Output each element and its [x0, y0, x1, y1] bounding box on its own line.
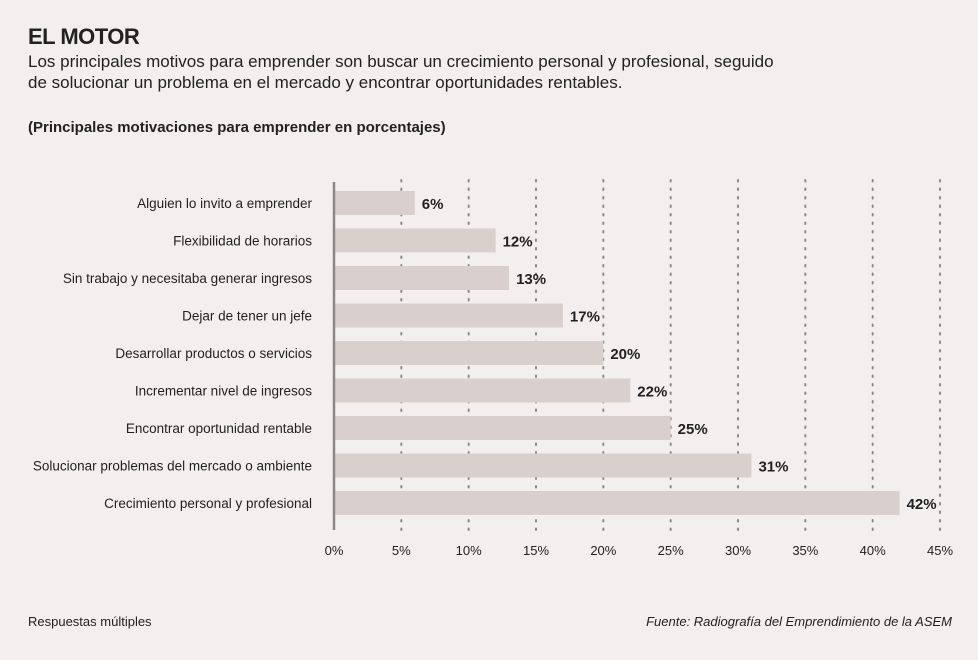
subtitle: Los principales motivos para emprender s… — [28, 52, 774, 92]
x-tick-label: 5% — [392, 543, 411, 558]
x-tick-label: 40% — [860, 543, 886, 558]
category-label: Sin trabajo y necesitaba generar ingreso… — [63, 271, 312, 286]
category-label: Encontrar oportunidad rentable — [126, 421, 312, 436]
bar — [334, 453, 752, 478]
bar — [334, 416, 671, 440]
bar — [334, 341, 604, 365]
data-label: 13% — [516, 271, 546, 288]
source: Fuente: Radiografía del Emprendimiento d… — [646, 614, 952, 629]
category-label: Dejar de tener un jefe — [182, 309, 312, 324]
category-label: Desarrollar productos o servicios — [115, 346, 312, 361]
bar — [334, 303, 563, 328]
bar — [334, 191, 415, 215]
title: EL MOTOR — [28, 24, 140, 49]
category-label: Incrementar nivel de ingresos — [135, 384, 312, 399]
data-label: 6% — [422, 196, 444, 213]
data-label: 22% — [637, 384, 667, 401]
bar — [334, 491, 900, 515]
x-tick-label: 20% — [590, 543, 616, 558]
category-label: Flexibilidad de horarios — [173, 234, 312, 249]
x-tick-label: 10% — [456, 543, 482, 558]
x-tick-label: 30% — [725, 543, 751, 558]
x-tick-label: 15% — [523, 543, 549, 558]
data-label: 17% — [570, 309, 600, 326]
data-label: 25% — [678, 421, 708, 438]
x-tick-label: 45% — [927, 543, 953, 558]
category-label: Solucionar problemas del mercado o ambie… — [33, 459, 312, 474]
data-label: 12% — [503, 234, 533, 251]
category-label: Alguien lo invito a emprender — [137, 196, 312, 211]
x-tick-label: 0% — [325, 543, 344, 558]
data-label: 42% — [907, 496, 937, 513]
footnote: Respuestas múltiples — [28, 614, 152, 629]
x-tick-label: 25% — [658, 543, 684, 558]
data-label: 31% — [758, 459, 788, 476]
category-label: Crecimiento personal y profesional — [104, 496, 312, 511]
data-label: 20% — [610, 346, 640, 363]
x-tick-label: 35% — [792, 543, 818, 558]
bar — [334, 266, 510, 290]
bar — [334, 228, 496, 253]
chart-title: (Principales motivaciones para emprender… — [28, 119, 446, 136]
bar — [334, 378, 631, 403]
